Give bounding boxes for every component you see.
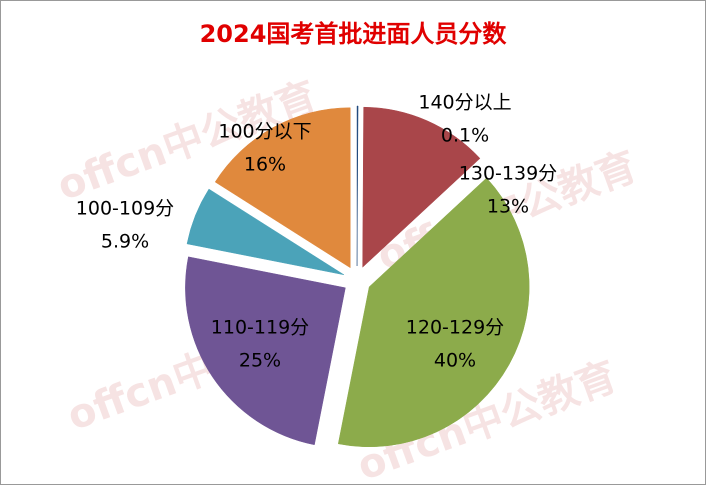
pie-slice bbox=[356, 105, 359, 267]
slice-category-label: 140分以上 bbox=[418, 92, 511, 114]
slice-value-label: 40% bbox=[434, 350, 476, 372]
pie bbox=[185, 105, 530, 448]
slice-category-label: 100分以下 bbox=[218, 121, 311, 143]
pie-slice bbox=[362, 106, 481, 268]
pie-slice bbox=[186, 188, 345, 276]
pie-slice bbox=[185, 256, 346, 446]
slice-value-label: 0.1% bbox=[441, 125, 489, 147]
slice-value-label: 25% bbox=[239, 350, 281, 372]
chart-title: 2024国考首批进面人员分数 bbox=[200, 20, 508, 48]
pie-slice bbox=[214, 107, 351, 269]
slice-category-label: 130-139分 bbox=[459, 163, 557, 185]
slice-value-label: 16% bbox=[244, 154, 286, 176]
slice-category-label: 120-129分 bbox=[406, 317, 504, 339]
slice-value-label: 13% bbox=[487, 196, 529, 218]
slice-category-label: 100-109分 bbox=[76, 198, 174, 220]
pie-slice bbox=[337, 177, 530, 448]
slice-value-label: 5.9% bbox=[101, 231, 149, 253]
slice-category-label: 110-119分 bbox=[211, 317, 309, 339]
